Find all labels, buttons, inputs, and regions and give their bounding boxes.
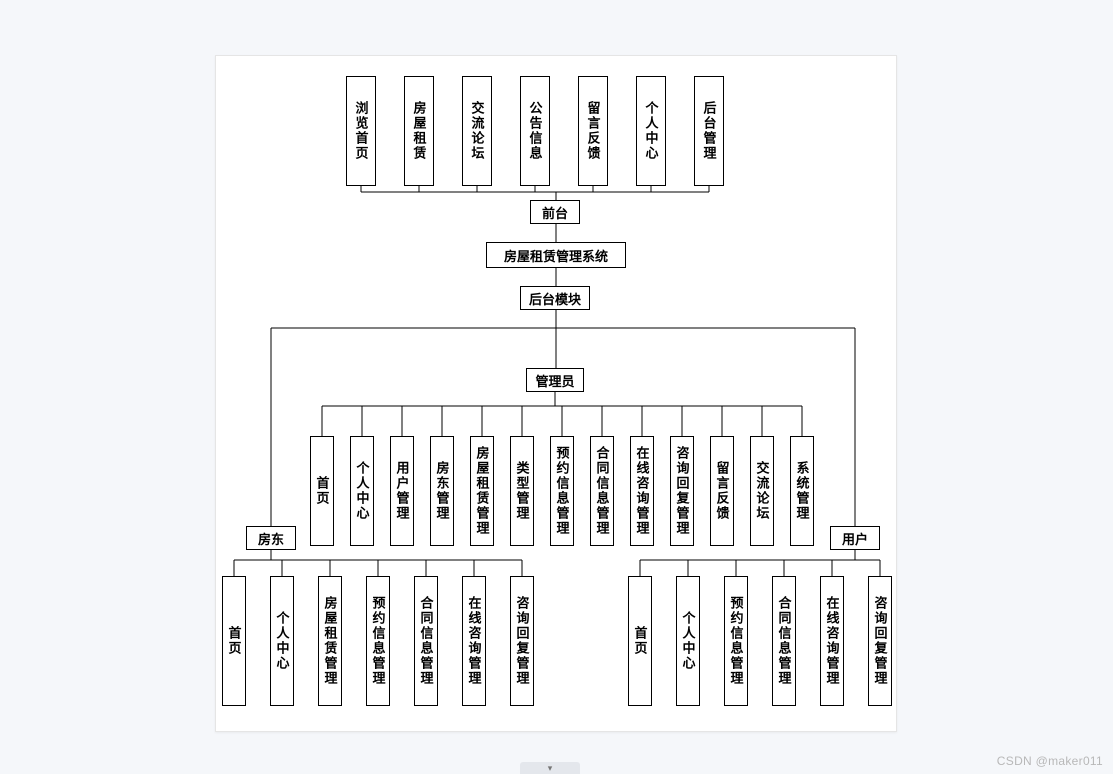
box-label: 留言反馈 [587,101,600,161]
box-label: 交流论坛 [471,101,484,161]
diagram-frame: 浏览首页房屋租赁交流论坛公告信息留言反馈个人中心后台管理前台房屋租赁管理系统后台… [215,55,897,732]
box-label: 后台管理 [703,101,716,161]
admin-feature: 个人中心 [350,436,374,546]
box-label: 合同信息管理 [596,446,609,536]
box-label: 合同信息管理 [778,596,791,686]
box-label: 合同信息管理 [420,596,433,686]
admin-feature: 合同信息管理 [590,436,614,546]
frontend-feature: 个人中心 [636,76,666,186]
frontend-feature: 房屋租赁 [404,76,434,186]
box-label: 用户管理 [396,461,409,521]
watermark-text: CSDN @maker011 [997,754,1103,768]
box-label: 房屋租赁 [413,101,426,161]
pager-handle: ▾ [520,762,580,774]
user-feature: 咨询回复管理 [868,576,892,706]
landlord-feature: 合同信息管理 [414,576,438,706]
user-node: 用户 [830,526,880,550]
box-label: 在线咨询管理 [826,596,839,686]
frontend-feature: 交流论坛 [462,76,492,186]
landlord-feature: 在线咨询管理 [462,576,486,706]
box-label: 咨询回复管理 [516,596,529,686]
box-label: 交流论坛 [756,461,769,521]
admin-feature: 系统管理 [790,436,814,546]
box-label: 首页 [634,626,647,656]
frontend-node: 前台 [530,200,580,224]
user-feature: 预约信息管理 [724,576,748,706]
box-label: 个人中心 [356,461,369,521]
box-label: 预约信息管理 [556,446,569,536]
frontend-feature: 浏览首页 [346,76,376,186]
user-feature: 合同信息管理 [772,576,796,706]
user-feature: 个人中心 [676,576,700,706]
box-label: 用户 [842,529,868,548]
admin-feature: 房东管理 [430,436,454,546]
admin-node: 管理员 [526,368,584,392]
admin-feature: 咨询回复管理 [670,436,694,546]
user-feature: 首页 [628,576,652,706]
box-label: 公告信息 [529,101,542,161]
box-label: 房屋租赁管理 [476,446,489,536]
box-label: 管理员 [535,371,574,390]
box-label: 咨询回复管理 [676,446,689,536]
box-label: 房东 [258,529,284,548]
landlord-feature: 首页 [222,576,246,706]
landlord-feature: 房屋租赁管理 [318,576,342,706]
box-label: 房屋租赁管理系统 [504,246,608,265]
admin-feature: 交流论坛 [750,436,774,546]
landlord-feature: 个人中心 [270,576,294,706]
admin-feature: 首页 [310,436,334,546]
admin-feature: 用户管理 [390,436,414,546]
box-label: 浏览首页 [355,101,368,161]
box-label: 首页 [316,476,329,506]
admin-feature: 在线咨询管理 [630,436,654,546]
box-label: 首页 [228,626,241,656]
box-label: 个人中心 [276,611,289,671]
box-label: 在线咨询管理 [468,596,481,686]
box-label: 咨询回复管理 [874,596,887,686]
box-label: 在线咨询管理 [636,446,649,536]
box-label: 前台 [542,203,568,222]
box-label: 个人中心 [682,611,695,671]
landlord-feature: 咨询回复管理 [510,576,534,706]
admin-feature: 留言反馈 [710,436,734,546]
system-node: 房屋租赁管理系统 [486,242,626,268]
admin-feature: 预约信息管理 [550,436,574,546]
box-label: 房东管理 [436,461,449,521]
box-label: 房屋租赁管理 [324,596,337,686]
user-feature: 在线咨询管理 [820,576,844,706]
box-label: 后台模块 [529,289,581,308]
admin-feature: 房屋租赁管理 [470,436,494,546]
landlord-node: 房东 [246,526,296,550]
frontend-feature: 后台管理 [694,76,724,186]
frontend-feature: 留言反馈 [578,76,608,186]
box-label: 系统管理 [796,461,809,521]
box-label: 类型管理 [516,461,529,521]
box-label: 预约信息管理 [730,596,743,686]
box-label: 预约信息管理 [372,596,385,686]
box-label: 留言反馈 [716,461,729,521]
box-label: 个人中心 [645,101,658,161]
frontend-feature: 公告信息 [520,76,550,186]
backend-node: 后台模块 [520,286,590,310]
landlord-feature: 预约信息管理 [366,576,390,706]
admin-feature: 类型管理 [510,436,534,546]
